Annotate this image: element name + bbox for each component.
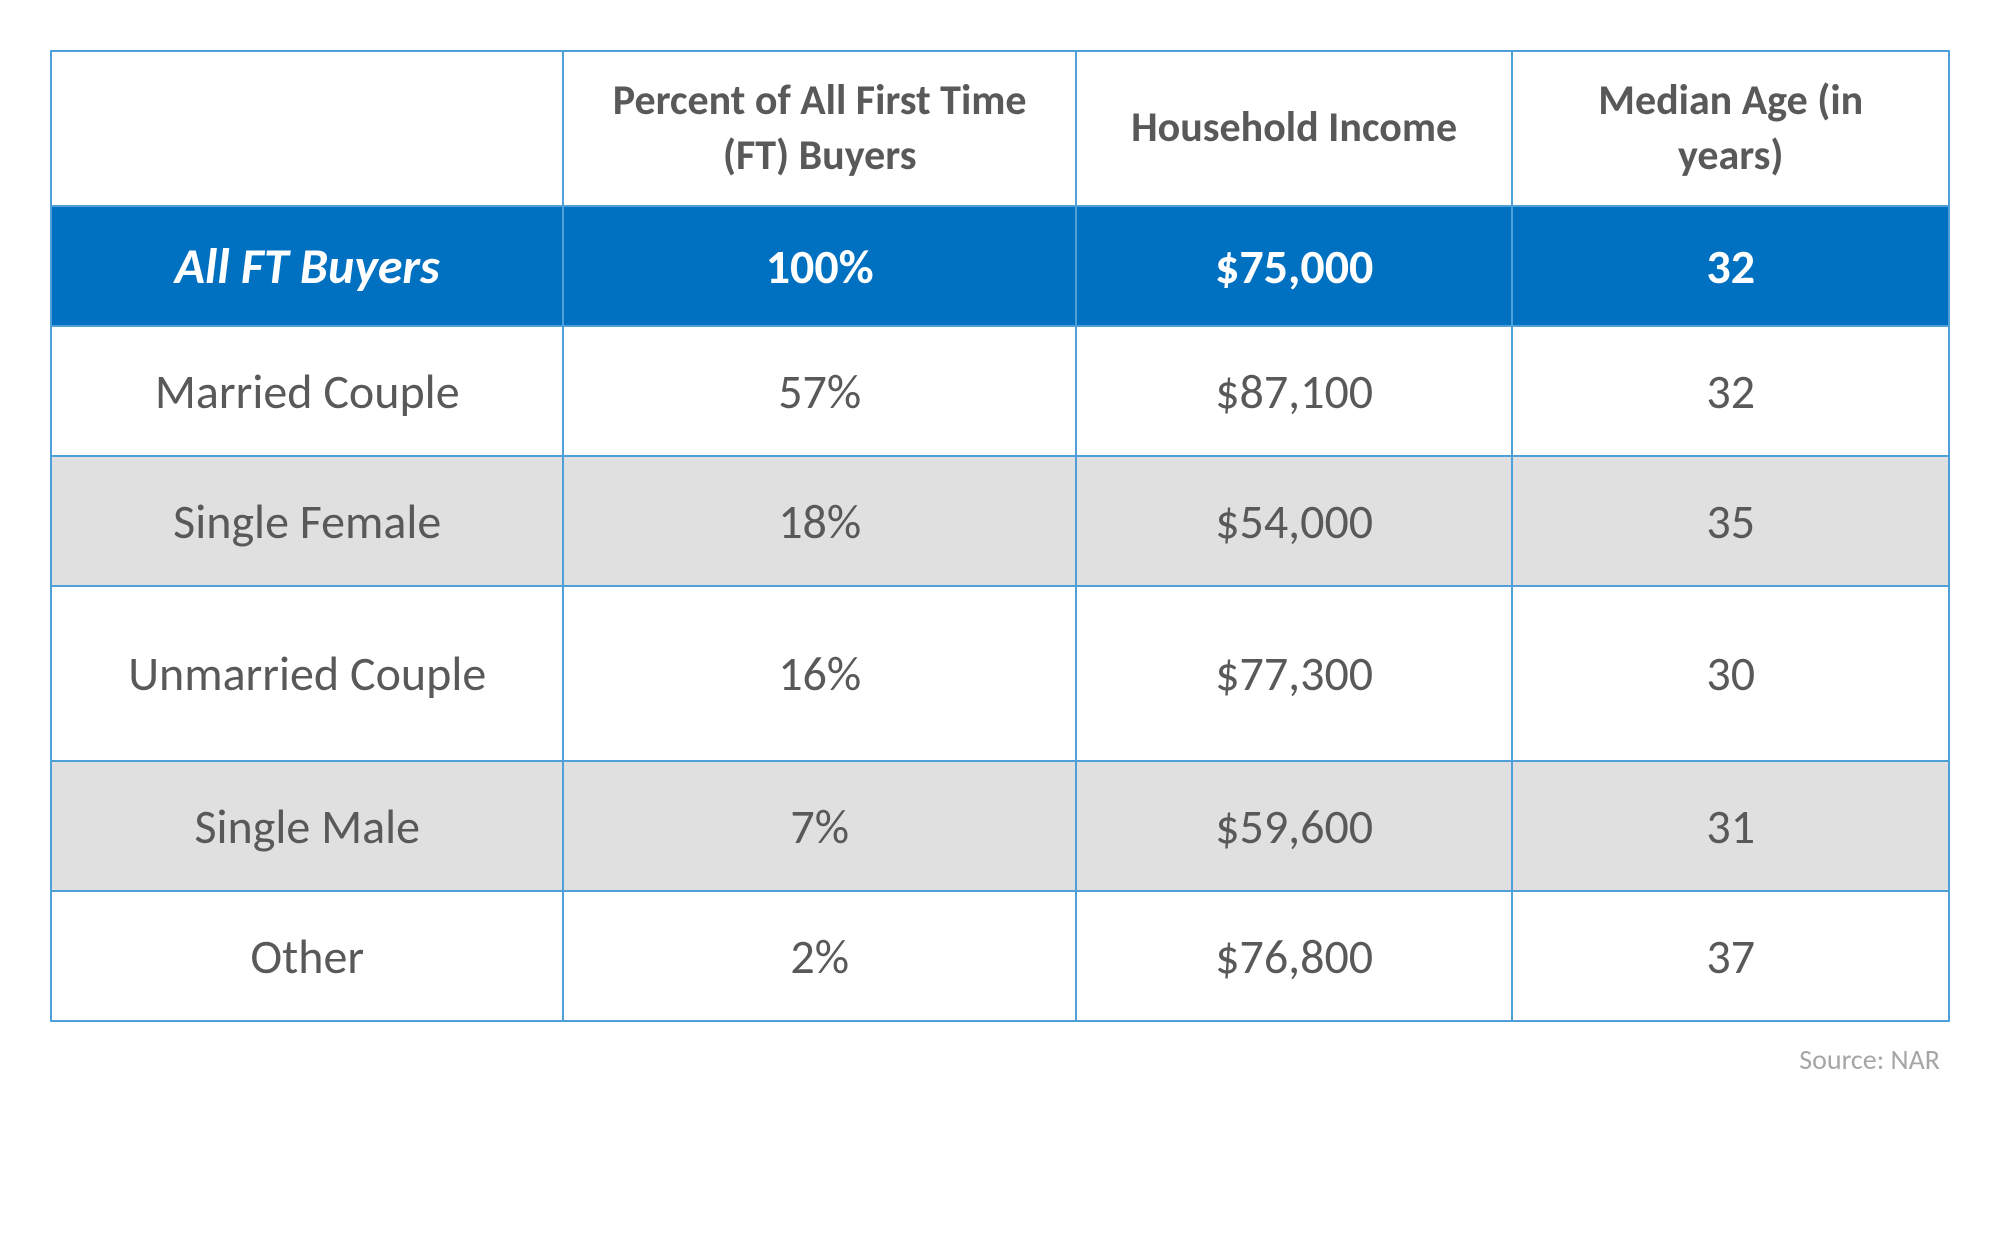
- header-empty: [51, 51, 563, 206]
- table-container: Percent of All First Time (FT) Buyers Ho…: [50, 50, 1950, 1077]
- table-row: Unmarried Couple16%$77,30030: [51, 586, 1949, 761]
- row-category: Single Male: [51, 761, 563, 891]
- row-percent: 2%: [563, 891, 1075, 1021]
- header-income: Household Income: [1076, 51, 1513, 206]
- row-category: Married Couple: [51, 326, 563, 456]
- row-income: $87,100: [1076, 326, 1513, 456]
- row-income: $77,300: [1076, 586, 1513, 761]
- table-row: Married Couple57%$87,10032: [51, 326, 1949, 456]
- header-percent: Percent of All First Time (FT) Buyers: [563, 51, 1075, 206]
- row-income: $76,800: [1076, 891, 1513, 1021]
- row-percent: 7%: [563, 761, 1075, 891]
- row-category: Unmarried Couple: [51, 586, 563, 761]
- table-row: Single Male7%$59,60031: [51, 761, 1949, 891]
- highlight-category: All FT Buyers: [51, 206, 563, 326]
- row-age: 32: [1512, 326, 1949, 456]
- highlight-income: $75,000: [1076, 206, 1513, 326]
- row-category: Other: [51, 891, 563, 1021]
- highlight-percent: 100%: [563, 206, 1075, 326]
- highlight-age: 32: [1512, 206, 1949, 326]
- table-row: Single Female18%$54,00035: [51, 456, 1949, 586]
- row-age: 31: [1512, 761, 1949, 891]
- table-row: Other2%$76,80037: [51, 891, 1949, 1021]
- row-income: $54,000: [1076, 456, 1513, 586]
- row-age: 37: [1512, 891, 1949, 1021]
- row-percent: 16%: [563, 586, 1075, 761]
- source-label: Source: NAR: [50, 1042, 1950, 1077]
- header-age: Median Age (in years): [1512, 51, 1949, 206]
- row-percent: 57%: [563, 326, 1075, 456]
- row-category: Single Female: [51, 456, 563, 586]
- table-header-row: Percent of All First Time (FT) Buyers Ho…: [51, 51, 1949, 206]
- ft-buyers-table: Percent of All First Time (FT) Buyers Ho…: [50, 50, 1950, 1022]
- row-age: 30: [1512, 586, 1949, 761]
- row-income: $59,600: [1076, 761, 1513, 891]
- highlight-row: All FT Buyers 100% $75,000 32: [51, 206, 1949, 326]
- row-age: 35: [1512, 456, 1949, 586]
- row-percent: 18%: [563, 456, 1075, 586]
